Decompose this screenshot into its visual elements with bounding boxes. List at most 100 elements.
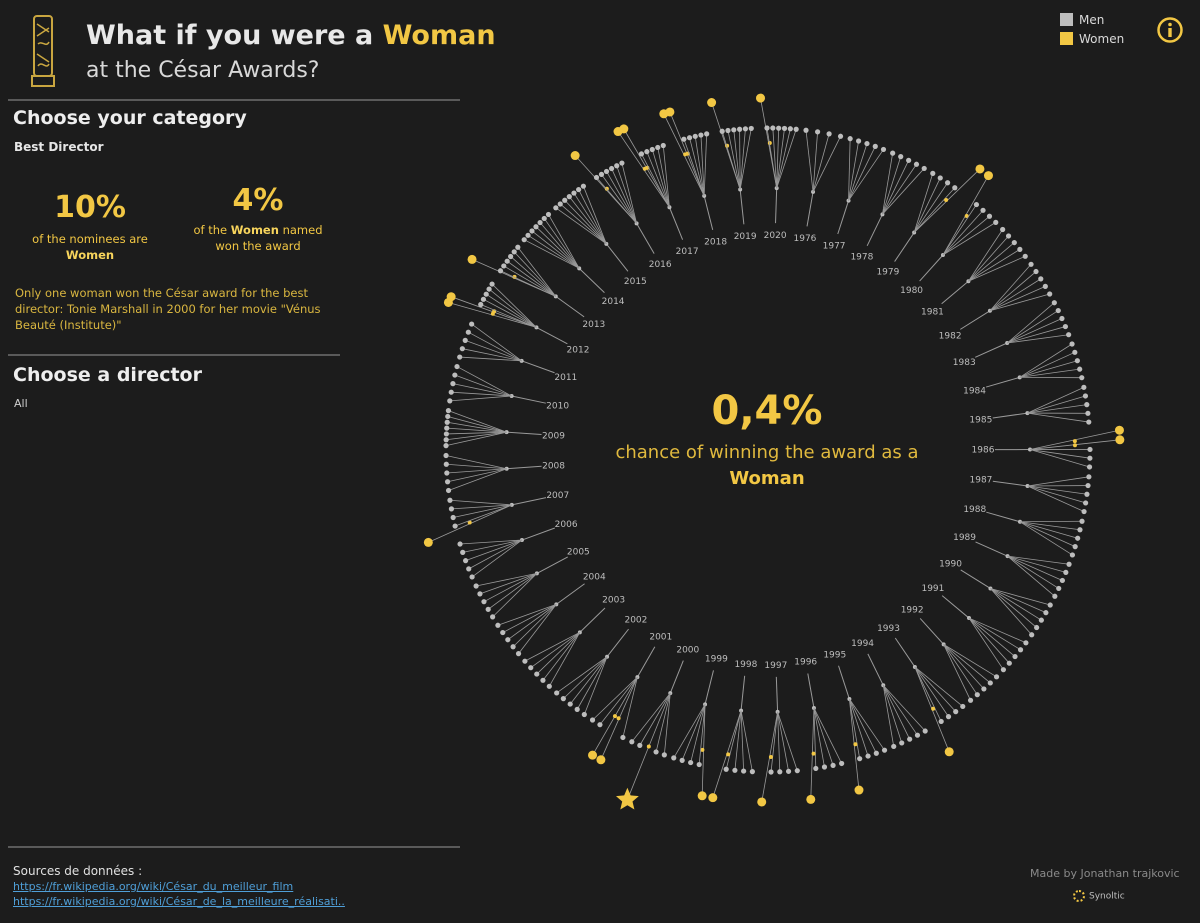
nominee-dot-man[interactable] [1087, 446, 1093, 453]
nominee-dot-man[interactable] [443, 461, 449, 467]
nominee-dot-man[interactable] [525, 232, 531, 238]
nominee-dot-man[interactable] [723, 766, 729, 772]
nominee-dot-man[interactable] [576, 186, 582, 193]
nominee-dot-man[interactable] [1085, 410, 1091, 416]
nominee-dot-man[interactable] [554, 690, 560, 696]
nominee-dot-man[interactable] [462, 337, 468, 343]
nominee-dot-man[interactable] [537, 219, 543, 226]
nominee-dot-man[interactable] [741, 768, 747, 774]
nominee-dot-man[interactable] [1006, 660, 1012, 666]
nominee-dot-man[interactable] [444, 419, 450, 425]
nominee-dot-man[interactable] [1043, 610, 1049, 616]
nominee-dot-man[interactable] [1059, 315, 1065, 322]
nominee-dot-man[interactable] [480, 296, 487, 302]
nominee-dot-man[interactable] [937, 175, 943, 181]
nominee-dot-man[interactable] [1055, 307, 1061, 314]
nominee-dot-woman[interactable] [697, 791, 707, 801]
nominee-dot-man[interactable] [529, 228, 535, 234]
nominee-dot-man[interactable] [698, 132, 704, 138]
nominee-dot-man[interactable] [1063, 569, 1069, 575]
nominee-dot-woman[interactable] [570, 151, 580, 161]
nominee-dot-man[interactable] [495, 622, 501, 628]
nominee-dot-woman[interactable] [806, 794, 816, 804]
nominee-dot-man[interactable] [638, 151, 645, 157]
nominee-dot-man[interactable] [872, 143, 878, 149]
nominee-dot-man[interactable] [574, 706, 580, 712]
nominee-dot-man[interactable] [922, 728, 928, 734]
nominee-dot-man[interactable] [1072, 349, 1078, 355]
nominee-dot-man[interactable] [855, 138, 862, 144]
nominee-dot-man[interactable] [865, 753, 871, 759]
nominee-dot-woman[interactable] [423, 537, 433, 547]
nominee-dot-man[interactable] [857, 756, 863, 762]
nominee-dot-man[interactable] [1077, 366, 1083, 372]
nominee-dot-man[interactable] [598, 171, 605, 177]
nominee-dot-man[interactable] [1047, 291, 1053, 297]
nominee-dot-man[interactable] [562, 197, 568, 203]
nominee-dot-man[interactable] [581, 711, 587, 718]
nominee-dot-man[interactable] [477, 591, 483, 597]
nominee-dot-man[interactable] [732, 767, 738, 773]
nominee-dot-man[interactable] [864, 140, 870, 147]
nominee-dot-man[interactable] [510, 644, 516, 650]
nominee-dot-man[interactable] [837, 133, 844, 139]
nominee-dot-man[interactable] [444, 479, 451, 485]
nominee-dot-man[interactable] [776, 125, 782, 131]
nominee-dot-man[interactable] [490, 614, 496, 620]
source-link-director[interactable]: https://fr.wikipedia.org/wiki/César_de_l… [13, 895, 345, 908]
nominee-dot-woman[interactable] [983, 171, 993, 181]
nominee-dot-man[interactable] [593, 174, 600, 181]
nominee-dot-woman[interactable] [596, 755, 606, 765]
nominee-dot-man[interactable] [1056, 585, 1062, 592]
nominee-dot-woman[interactable] [1115, 435, 1125, 445]
nominee-dot-man[interactable] [873, 750, 879, 756]
nominee-dot-man[interactable] [504, 258, 510, 264]
nominee-dot-man[interactable] [457, 354, 463, 360]
nominee-dot-man[interactable] [1087, 455, 1093, 461]
nominee-dot-man[interactable] [974, 692, 980, 698]
nominee-dot-man[interactable] [881, 747, 888, 753]
nominee-dot-man[interactable] [1066, 332, 1072, 338]
nominee-dot-man[interactable] [486, 286, 492, 292]
nominee-dot-man[interactable] [803, 127, 809, 133]
nominee-dot-man[interactable] [839, 760, 845, 767]
nominee-dot-man[interactable] [679, 757, 685, 763]
nominee-dot-man[interactable] [1011, 239, 1017, 246]
nominee-dot-man[interactable] [1077, 527, 1083, 533]
nominee-dot-man[interactable] [898, 154, 904, 160]
nominee-dot-man[interactable] [589, 717, 596, 723]
nominee-dot-man[interactable] [781, 125, 788, 132]
nominee-dot-man[interactable] [473, 583, 479, 589]
nominee-dot-man[interactable] [540, 677, 546, 683]
nominee-dot-man[interactable] [560, 696, 566, 702]
nominee-dot-man[interactable] [457, 541, 463, 547]
nominee-dot-man[interactable] [483, 291, 489, 297]
nominee-dot-man[interactable] [821, 764, 828, 770]
nominee-dot-man[interactable] [653, 749, 659, 755]
nominee-dot-man[interactable] [921, 165, 927, 172]
nominee-dot-man[interactable] [447, 497, 453, 503]
nominee-dot-man[interactable] [1084, 402, 1090, 408]
nominee-dot-man[interactable] [1086, 474, 1092, 480]
nominee-dot-man[interactable] [1052, 593, 1058, 599]
nominee-dot-man[interactable] [826, 131, 832, 137]
nominee-dot-man[interactable] [768, 769, 774, 775]
nominee-dot-man[interactable] [987, 680, 993, 686]
nominee-dot-woman[interactable] [854, 785, 864, 795]
nominee-dot-man[interactable] [967, 697, 974, 703]
nominee-dot-man[interactable] [1074, 358, 1080, 364]
nominee-dot-man[interactable] [1017, 647, 1024, 653]
nominee-dot-man[interactable] [880, 146, 887, 153]
nominee-dot-man[interactable] [497, 268, 504, 274]
nominee-dot-man[interactable] [749, 769, 755, 775]
nominee-dot-man[interactable] [443, 437, 449, 443]
nominee-dot-man[interactable] [1081, 384, 1087, 390]
nominee-dot-man[interactable] [1033, 268, 1039, 275]
nominee-dot-man[interactable] [469, 321, 475, 327]
nominee-dot-man[interactable] [1059, 577, 1065, 584]
nominee-dot-man[interactable] [913, 161, 920, 167]
nominee-dot-man[interactable] [508, 253, 514, 260]
nominee-dot-man[interactable] [546, 683, 552, 689]
nominee-dot-man[interactable] [655, 144, 661, 151]
nominee-dot-man[interactable] [603, 168, 610, 175]
